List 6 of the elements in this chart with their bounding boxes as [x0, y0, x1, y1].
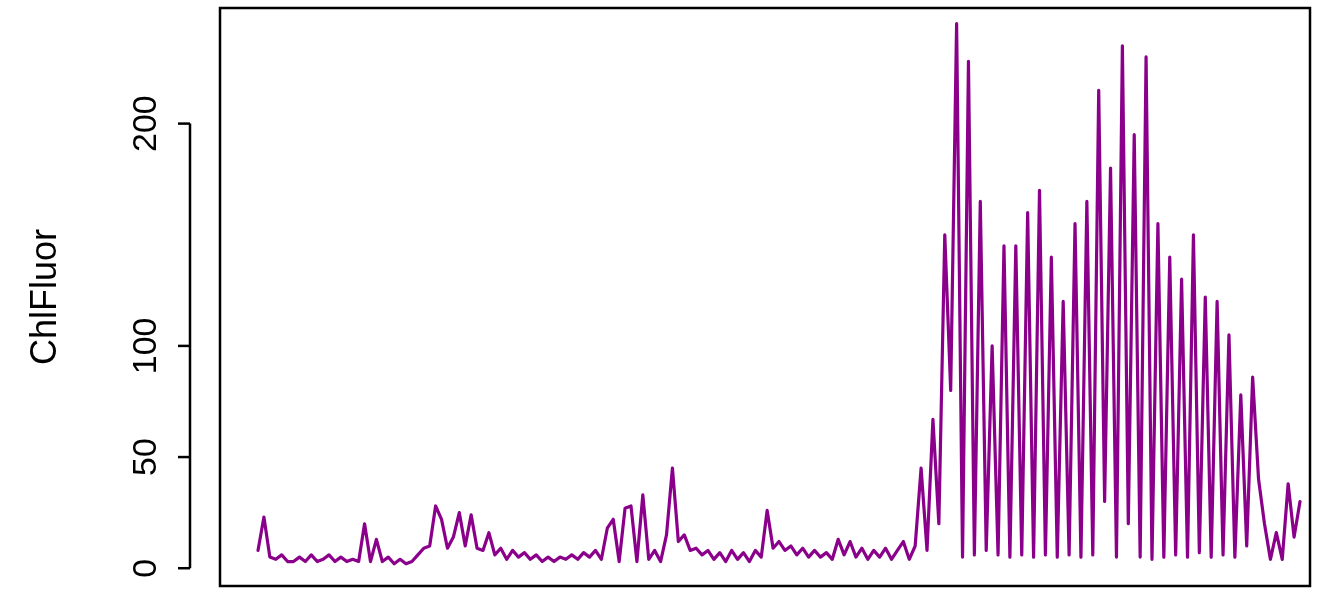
y-tick-label: 50 [125, 438, 163, 476]
y-tick-label: 200 [125, 95, 163, 152]
y-tick-label: 0 [125, 558, 163, 578]
y-axis-title: ChlFluor [23, 228, 64, 366]
y-tick-label: 100 [125, 317, 163, 375]
line-series [256, 21, 1302, 566]
